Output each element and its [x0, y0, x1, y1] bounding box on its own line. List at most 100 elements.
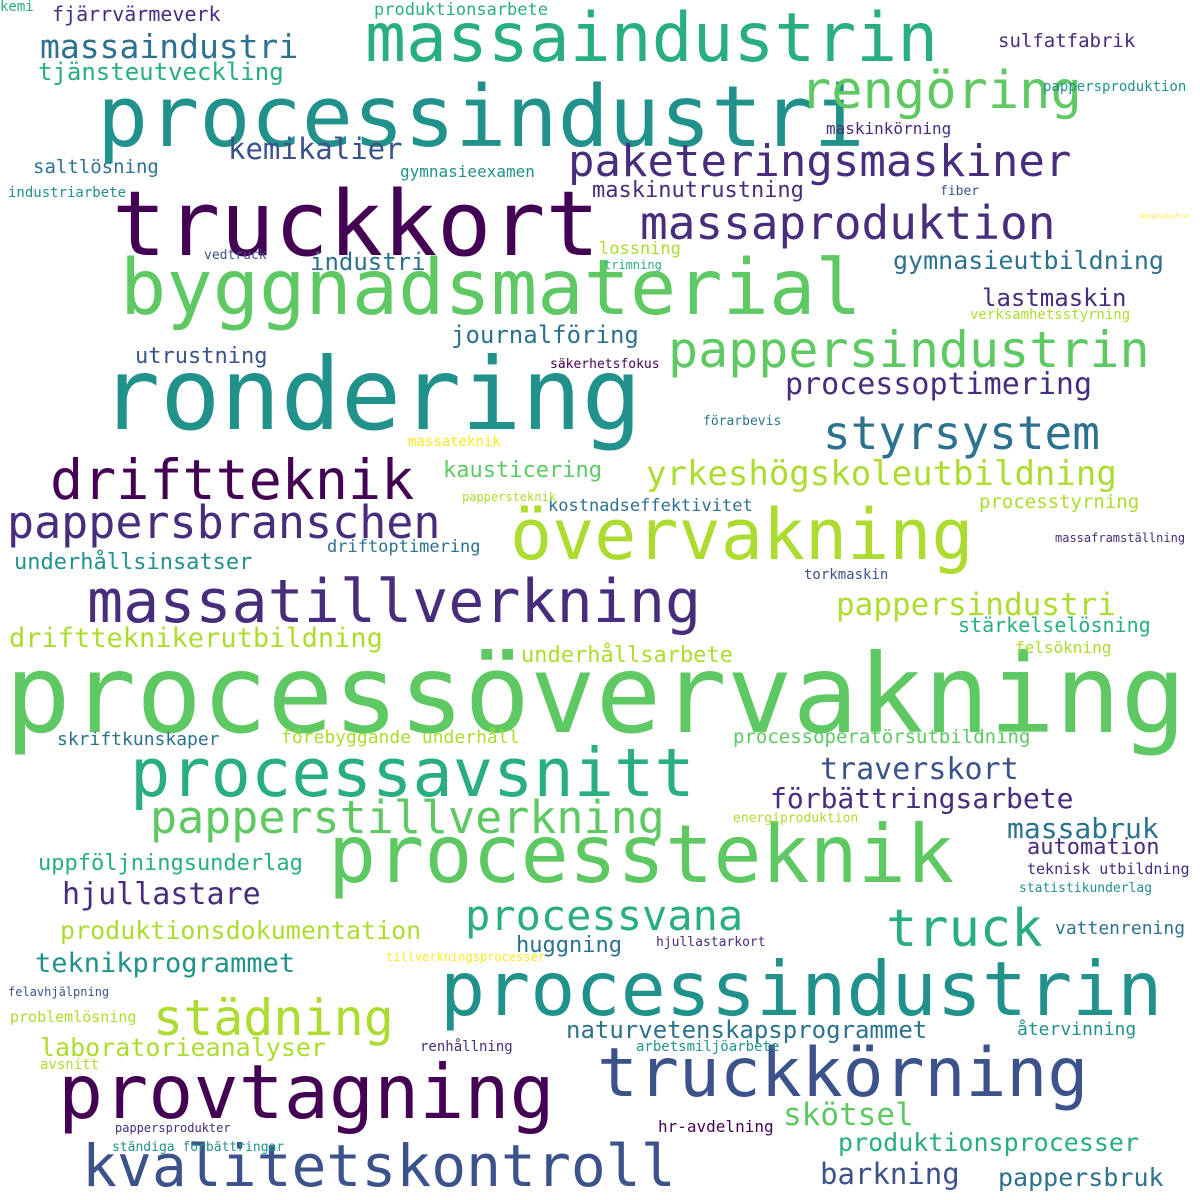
word-felsokning: felsökning: [1015, 638, 1112, 657]
word-massatillverkning: massatillverkning: [87, 567, 702, 637]
word-fjarrvarmeverk: fjärrvärmeverk: [52, 2, 221, 26]
word-automation: automation: [1027, 835, 1160, 860]
word-rengoring: rengöring: [800, 61, 1082, 121]
word-forbattringsarbete: förbättringsarbete: [770, 782, 1074, 815]
word-processoperatorsutbildning: processoperatörsutbildning: [733, 726, 1031, 748]
word-verksamhetsstyrning: verksamhetsstyrning: [970, 307, 1131, 323]
word-underhallsinsatser: underhållsinsatser: [14, 550, 253, 575]
word-barkning: barkning: [820, 1157, 960, 1191]
word-skotsel: skötsel: [783, 1097, 914, 1133]
word-overvakning: övervakning: [510, 494, 974, 576]
word-kostnadseffektivitet: kostnadseffektivitet: [548, 496, 753, 516]
word-byggnadsmaterial: byggnadsmaterial: [120, 244, 862, 333]
word-avsnitt: avsnitt: [40, 1057, 100, 1073]
word-renhallning: renhållning: [420, 1039, 513, 1055]
word-skriftkunskaper: skriftkunskaper: [57, 729, 220, 750]
word-teknikprogrammet: teknikprogrammet: [35, 948, 296, 979]
word-vedtruck: vedtruck: [204, 248, 267, 263]
word-hr-avdelning: hr-avdelning: [658, 1117, 774, 1136]
word-papperstillverkning: papperstillverkning: [150, 791, 665, 844]
word-pappersbruk: pappersbruk: [998, 1163, 1164, 1192]
word-pappersbranschen: pappersbranschen: [7, 496, 441, 549]
word-utrustning: utrustning: [135, 344, 268, 369]
word-massabruk: massabruk: [1007, 812, 1159, 845]
word-kemi: kemi: [0, 0, 34, 15]
word-sulfatfabrik: sulfatfabrik: [998, 30, 1136, 52]
word-forebyggande-underhall: förebyggande underhåll: [281, 727, 520, 748]
word-massaframstallning: massaframställning: [1055, 531, 1186, 545]
word-processoptimering: processoptimering: [785, 367, 1093, 402]
word-processavsnitt: processavsnitt: [130, 734, 695, 812]
word-tjansteutveckling: tjänsteutveckling: [38, 58, 284, 86]
word-atervinning: återvinning: [1017, 1019, 1137, 1040]
word-truckkort: truckkort: [112, 172, 600, 277]
word-pappersteknik: pappersteknik: [462, 490, 556, 504]
word-pappersindustri: pappersindustri: [836, 587, 1116, 623]
word-stadning: städning: [153, 989, 394, 1047]
word-skogsindustrin: skogsindustrin: [1139, 213, 1190, 220]
word-driftteknikerutbildning: driftteknikerutbildning: [9, 623, 383, 654]
word-arbetsmiljoarbete: arbetsmiljöarbete: [636, 1039, 780, 1055]
word-truckkorning: truckkörning: [597, 1034, 1089, 1113]
word-huggning: huggning: [516, 933, 622, 958]
word-processvana: processvana: [465, 891, 744, 940]
word-trimning: trimning: [604, 258, 662, 272]
word-rondering: rondering: [100, 336, 642, 453]
word-uppfoljningsunderlag: uppföljningsunderlag: [38, 851, 303, 876]
word-torkmaskin: torkmaskin: [804, 567, 889, 583]
word-paketeringsmaskiner: paketeringsmaskiner: [568, 136, 1072, 187]
word-traverskort: traverskort: [820, 752, 1019, 787]
word-sakerhetsfokus: säkerhetsfokus: [550, 357, 660, 372]
word-massateknik: massateknik: [408, 434, 501, 450]
word-energiproduktion: energiproduktion: [733, 811, 859, 826]
word-produktionsprocesser: produktionsprocesser: [838, 1128, 1140, 1157]
word-processtyrning: processtyrning: [979, 491, 1140, 513]
word-hjullastare: hjullastare: [62, 877, 261, 912]
word-forarbevis: förarbevis: [703, 414, 782, 429]
word-processindustri: processindustri: [97, 68, 865, 167]
word-vattenrening: vattenrening: [1055, 918, 1186, 939]
word-driftteknik: driftteknik: [50, 448, 415, 512]
word-teknisk-utbildning: teknisk utbildning: [1027, 860, 1190, 878]
word-lossning: lossning: [599, 239, 681, 259]
word-statistikunderlag: statistikunderlag: [1019, 881, 1153, 896]
word-pappersprodukter: pappersprodukter: [115, 1121, 231, 1135]
word-industriarbete: industriarbete: [8, 185, 127, 201]
word-truck: truck: [886, 899, 1043, 959]
word-journalforing: journalföring: [451, 321, 639, 349]
word-problemlosning: problemlösning: [10, 1008, 137, 1026]
word-industri: industri: [310, 248, 426, 276]
word-produktionsarbete: produktionsarbete: [374, 0, 548, 20]
word-laboratorieanalyser: laboratorieanalyser: [40, 1033, 326, 1062]
word-massaindustrin: massaindustrin: [365, 0, 939, 78]
word-produktionsdokumentation: produktionsdokumentation: [60, 916, 422, 945]
word-gymnasieexamen: gymnasieexamen: [400, 162, 535, 181]
word-processteknik: processteknik: [328, 808, 955, 901]
word-kausticering: kausticering: [443, 458, 602, 483]
word-processindustrin: processindustrin: [440, 945, 1163, 1033]
word-fiber: fiber: [940, 184, 980, 199]
word-massaindustri: massaindustri: [40, 27, 299, 66]
word-processovervakning: processövervakning: [5, 631, 1187, 758]
word-maskinutrustning: maskinutrustning: [592, 178, 804, 203]
word-styrsystem: styrsystem: [823, 406, 1100, 460]
word-maskinkorning: maskinkörning: [826, 119, 952, 138]
word-tillverkningsprocesser: tillverkningsprocesser: [386, 950, 545, 964]
word-naturvetenskapsprogrammet: naturvetenskapsprogrammet: [566, 1016, 928, 1044]
word-kvalitetskontroll: kvalitetskontroll: [82, 1132, 676, 1200]
word-lastmaskin: lastmaskin: [982, 284, 1127, 312]
word-yrkeshogskoleutbildning: yrkeshögskoleutbildning: [646, 454, 1117, 494]
word-gymnasieutbildning: gymnasieutbildning: [893, 246, 1164, 275]
word-saltlosning: saltlösning: [33, 156, 159, 178]
word-standiga-forbattringar: ständiga förbättringar: [112, 1140, 285, 1155]
word-hjullastarkort: hjullastarkort: [656, 935, 766, 950]
word-kemikalier: kemikalier: [228, 132, 403, 166]
word-driftoptimering: driftoptimering: [327, 537, 481, 557]
word-pappersindustrin: pappersindustrin: [668, 321, 1150, 379]
word-massaproduktion: massaproduktion: [640, 196, 1056, 250]
word-underhallsarbete: underhållsarbete: [521, 643, 733, 668]
word-pappersproduktion: pappersproduktion: [1043, 79, 1187, 95]
word-provtagning: provtagning: [58, 1048, 555, 1136]
word-starkelselosning: stärkelselösning: [958, 613, 1151, 637]
